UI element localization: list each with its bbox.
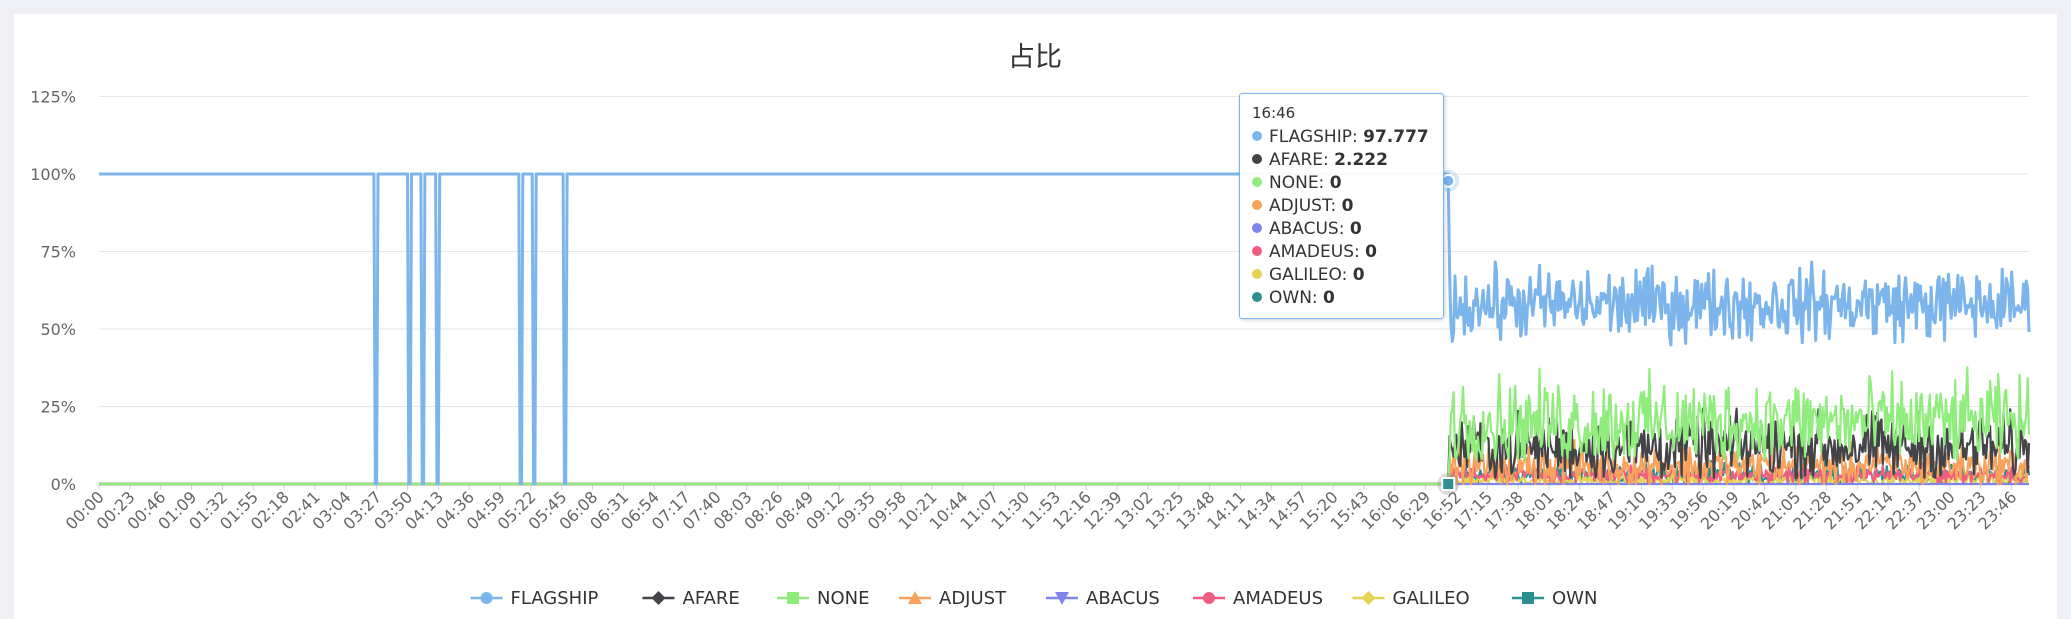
tooltip-series-name: NONE: (1269, 173, 1330, 193)
legend-item-galileo[interactable]: GALILEO (1352, 588, 1470, 609)
legend-symbol (787, 592, 799, 604)
series-layer (98, 172, 2031, 486)
series-dot-icon (1252, 131, 1262, 141)
series-line-none (99, 366, 2031, 486)
legend-label: AFARE (683, 588, 740, 609)
tooltip-row-amadeus: AMADEUS: 0 (1252, 241, 1431, 264)
series-dot-icon (1252, 154, 1262, 164)
legend-item-none[interactable]: NONE (777, 588, 869, 609)
tooltip-series-name: AMADEUS: (1269, 242, 1366, 262)
y-tick-label: 50% (40, 320, 76, 339)
tooltip-series-value: 0 (1329, 173, 1342, 193)
legend-label: NONE (817, 588, 869, 609)
tooltip-row-afare: AFARE: 2.222 (1252, 149, 1431, 172)
tooltip-series-name: ADJUST: (1269, 196, 1342, 216)
hover-point-own (1441, 477, 1456, 491)
tooltip-series-value: 97.777 (1363, 127, 1429, 147)
legend-label: ABACUS (1086, 588, 1160, 609)
tooltip-row-own: OWN: 0 (1252, 287, 1431, 310)
legend-item-amadeus[interactable]: AMADEUS (1193, 588, 1323, 609)
tooltip-series-value: 0 (1352, 265, 1365, 285)
series-dot-icon (1252, 246, 1262, 256)
tooltip: 16:46 FLAGSHIP: 97.777 AFARE: 2.222 NONE: … (1239, 93, 1444, 319)
tooltip-rows: FLAGSHIP: 97.777 AFARE: 2.222 NONE: 0 ADJUS… (1252, 126, 1431, 310)
legend-symbol (651, 591, 666, 605)
tooltip-row-galileo: GALILEO: 0 (1252, 264, 1431, 287)
tooltip-row-abacus: ABACUS: 0 (1252, 218, 1431, 241)
tooltip-row-flagship: FLAGSHIP: 97.777 (1252, 126, 1431, 149)
tooltip-series-name: GALILEO: (1269, 265, 1353, 285)
y-tick-label: 0% (51, 475, 76, 494)
series-dot-icon (1252, 269, 1262, 279)
legend-symbol (480, 592, 493, 604)
y-tick-label: 75% (40, 243, 76, 262)
series-dot-icon (1252, 223, 1262, 233)
tooltip-series-name: ABACUS: (1269, 219, 1350, 239)
tooltip-series-value: 0 (1349, 219, 1362, 239)
series-dot-icon (1252, 200, 1262, 210)
y-tick-label: 100% (30, 165, 76, 184)
tooltip-row-adjust: ADJUST: 0 (1252, 195, 1431, 218)
tooltip-series-value: 0 (1365, 242, 1377, 262)
y-axis: 0% 25% 50% 75% 100% 125% (30, 88, 76, 495)
series-dot-icon (1252, 292, 1262, 302)
series-line-flagship (98, 172, 2031, 486)
tooltip-series-value: 2.222 (1334, 150, 1388, 170)
series-dot-icon (1252, 177, 1262, 187)
tooltip-series-name: AFARE: (1269, 150, 1335, 170)
legend-symbol (1203, 592, 1215, 604)
legend-item-flagship[interactable]: FLAGSHIP (470, 588, 599, 609)
legend-symbol (1361, 591, 1376, 605)
legend-symbol (908, 591, 922, 604)
tooltip-series-name: OWN: (1269, 288, 1324, 308)
line-chart: 占比 0% 25% 50% 75% 100% 125% 00:0000:2300:4601… (30, 42, 2031, 609)
legend-symbol (1055, 592, 1069, 605)
legend-symbol (1522, 592, 1534, 604)
chart-title: 占比 (1008, 42, 1062, 73)
x-axis: 00:0000:2300:4601:0901:3201:5502:1802:41… (62, 483, 2029, 533)
legend-item-own[interactable]: OWN (1512, 588, 1597, 609)
legend-item-adjust[interactable]: ADJUST (899, 588, 1007, 609)
chart-card: 占比 0% 25% 50% 75% 100% 125% 00:00 00:23 00:46 01… (14, 14, 2057, 619)
y-tick-label: 25% (40, 398, 76, 417)
legend: FLAGSHIP AFARE NONE ADJUST ABACUS AMADEUS GALI… (470, 588, 1597, 609)
hover-point-flagship (1441, 173, 1456, 188)
tooltip-series-name: FLAGSHIP: (1269, 127, 1364, 147)
tooltip-series-value: 0 (1341, 196, 1354, 216)
y-tick-label: 125% (30, 88, 76, 107)
legend-label: AMADEUS (1233, 588, 1323, 609)
legend-item-abacus[interactable]: ABACUS (1046, 588, 1160, 609)
tooltip-row-none: NONE: 0 (1252, 172, 1431, 195)
legend-label: ADJUST (939, 588, 1007, 609)
legend-label: GALILEO (1393, 588, 1470, 609)
tooltip-series-value: 0 (1323, 288, 1335, 308)
legend-label: FLAGSHIP (511, 588, 599, 609)
legend-item-afare[interactable]: AFARE (642, 588, 740, 609)
tooltip-time: 16:46 (1252, 104, 1296, 122)
legend-label: OWN (1552, 588, 1597, 609)
